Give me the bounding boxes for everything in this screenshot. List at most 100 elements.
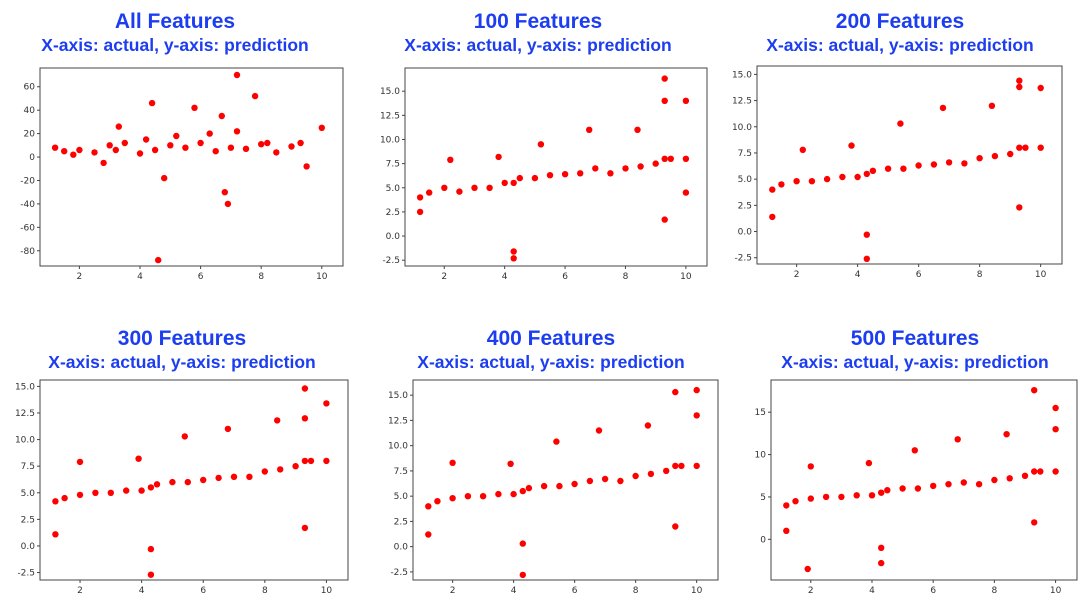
data-point	[939, 104, 947, 112]
panel-heading-400-features: 400 Features X-axis: actual, y-axis: pre…	[381, 327, 721, 373]
data-point	[661, 75, 668, 82]
data-point	[173, 132, 180, 140]
y-tick-label: 10	[755, 451, 767, 461]
panel-title: 100 Features	[473, 10, 603, 33]
data-point	[682, 155, 690, 162]
panel-subtitle: X-axis: actual, y-axis: prediction	[41, 35, 309, 55]
panel-heading-200-features: 200 Features X-axis: actual, y-axis: pre…	[730, 10, 1070, 56]
y-tick-label: 0	[29, 153, 35, 163]
data-point	[807, 495, 814, 502]
panel-subtitle: X-axis: actual, y-axis: prediction	[781, 352, 1049, 372]
data-point	[617, 477, 624, 485]
x-tick-label: 8	[262, 586, 268, 596]
y-tick-label: -60	[20, 223, 35, 233]
x-tick-label: 2	[441, 272, 447, 282]
data-point	[869, 167, 877, 174]
data-point	[975, 481, 983, 488]
y-tick-label: -2.5	[734, 254, 752, 264]
data-point	[678, 462, 685, 470]
x-tick-label: 8	[623, 272, 629, 282]
data-point	[464, 493, 472, 500]
y-tick-label: -2.5	[17, 569, 35, 579]
data-point	[1037, 84, 1044, 92]
data-point	[863, 231, 870, 238]
data-point	[595, 427, 603, 434]
data-point	[863, 170, 870, 178]
x-tick-label: 10	[1035, 270, 1047, 280]
data-point	[878, 544, 885, 551]
data-point	[92, 489, 99, 496]
data-point	[652, 160, 659, 167]
y-tick-label: 15.0	[15, 382, 35, 392]
y-tick-label: 2.5	[386, 208, 400, 218]
panel-subtitle: X-axis: actual, y-axis: prediction	[48, 352, 316, 372]
data-point	[553, 438, 560, 445]
data-point	[577, 170, 584, 177]
data-point	[52, 531, 59, 538]
data-point	[769, 213, 776, 221]
data-point	[136, 150, 144, 157]
data-point	[191, 104, 198, 112]
panel-title: 400 Features	[486, 327, 616, 350]
y-tick-label: 12.5	[15, 409, 35, 419]
y-tick-label: 0.0	[738, 228, 753, 238]
data-point	[519, 571, 526, 579]
plot-frame	[756, 65, 1063, 265]
data-point	[510, 248, 517, 255]
data-point	[804, 565, 811, 573]
data-point	[783, 527, 790, 534]
data-point	[76, 146, 83, 154]
data-point	[297, 139, 304, 147]
x-tick-label: 2	[808, 586, 814, 596]
data-point	[495, 490, 502, 498]
data-point	[792, 498, 799, 505]
data-point	[865, 459, 873, 467]
data-point	[510, 490, 517, 498]
data-point	[449, 495, 456, 502]
data-point	[230, 473, 238, 480]
x-tick-label: 2	[77, 272, 83, 282]
y-tick-label: 0.0	[21, 542, 36, 552]
data-point	[106, 142, 113, 149]
data-point	[456, 188, 463, 195]
y-tick-label: 12.5	[388, 416, 408, 426]
data-point	[115, 123, 123, 130]
data-point	[647, 470, 655, 478]
data-point	[112, 146, 120, 154]
x-tick-label: 10	[316, 272, 328, 282]
x-tick-label: 2	[77, 586, 83, 596]
y-tick-label: 2.5	[21, 515, 35, 525]
x-tick-label: 10	[1050, 586, 1062, 596]
x-tick-label: 6	[562, 272, 568, 282]
y-tick-label: -40	[20, 200, 35, 210]
data-point	[303, 163, 310, 170]
data-point	[822, 493, 830, 501]
x-tick-label: 10	[691, 586, 703, 596]
data-point	[661, 216, 668, 223]
data-point	[914, 485, 922, 492]
x-tick-label: 10	[680, 272, 692, 282]
data-point	[793, 178, 800, 185]
data-point	[823, 175, 831, 183]
data-point	[807, 463, 814, 470]
data-point	[318, 124, 325, 131]
data-point	[147, 545, 155, 553]
y-tick-label: 7.5	[394, 467, 408, 477]
panel-title: 300 Features	[117, 327, 247, 350]
x-tick-label: 6	[200, 586, 206, 596]
data-point	[863, 255, 870, 262]
x-tick-label: 6	[572, 586, 578, 596]
data-point	[519, 487, 526, 495]
y-tick-label: 5.0	[21, 489, 36, 499]
data-point	[878, 489, 885, 496]
data-point	[153, 481, 161, 488]
data-point	[1031, 519, 1038, 526]
data-point	[945, 159, 953, 166]
data-point	[434, 498, 441, 505]
data-point	[323, 457, 330, 465]
panel-subtitle: X-axis: actual, y-axis: prediction	[417, 352, 685, 372]
data-point	[961, 160, 968, 167]
